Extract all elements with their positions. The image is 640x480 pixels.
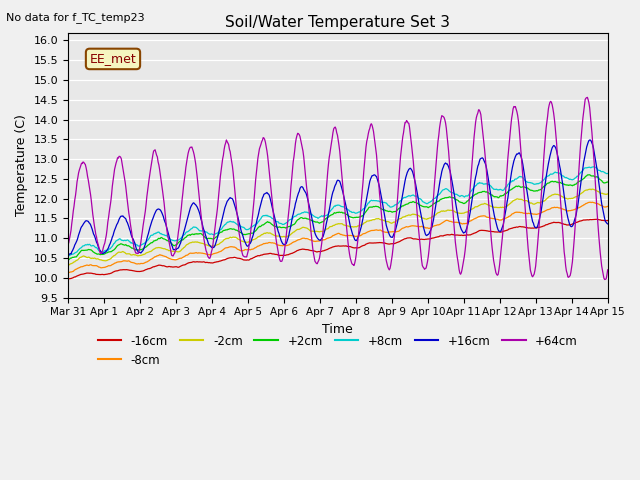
+64cm [584,95,591,100]
Legend: -16cm, -8cm, -2cm, +2cm, +8cm, +16cm, +64cm: -16cm, -8cm, -2cm, +2cm, +8cm, +16cm, +6… [93,330,582,371]
-16cm [129,268,137,274]
+16cm [419,222,427,228]
+16cm [74,235,82,241]
+64cm [184,150,192,156]
-16cm [604,217,612,223]
+8cm [403,194,411,200]
+16cm [64,252,72,258]
-2cm [64,263,72,268]
-2cm [403,213,411,218]
Line: -2cm: -2cm [68,189,608,265]
Title: Soil/Water Temperature Set 3: Soil/Water Temperature Set 3 [225,15,451,30]
+16cm [213,238,221,243]
-16cm [593,216,600,222]
+16cm [184,213,192,219]
+64cm [604,267,612,273]
+16cm [604,221,612,227]
+8cm [184,228,192,234]
-2cm [604,191,612,197]
-16cm [419,237,427,242]
-2cm [213,242,221,248]
-16cm [213,259,221,264]
+64cm [74,175,82,180]
-8cm [129,260,137,265]
+8cm [419,199,427,205]
+8cm [604,170,612,176]
-8cm [403,224,411,230]
+16cm [403,169,411,175]
+2cm [74,252,82,258]
+2cm [419,204,427,209]
+64cm [213,212,221,218]
-8cm [74,265,82,271]
-2cm [129,252,137,257]
Line: +16cm: +16cm [68,140,608,255]
+8cm [589,164,597,169]
X-axis label: Time: Time [323,323,353,336]
Line: +64cm: +64cm [68,97,608,279]
Line: -8cm: -8cm [68,202,608,273]
-16cm [403,235,411,241]
-8cm [587,199,595,205]
+16cm [129,237,137,242]
Line: +2cm: +2cm [68,175,608,260]
-2cm [588,186,596,192]
+8cm [129,240,137,246]
+64cm [129,240,137,246]
+8cm [64,253,72,259]
-8cm [604,204,612,209]
-8cm [64,270,72,276]
+64cm [601,276,609,282]
+64cm [64,242,72,248]
+2cm [64,257,72,263]
Y-axis label: Temperature (C): Temperature (C) [15,114,28,216]
-2cm [74,257,82,263]
-16cm [184,260,192,266]
+64cm [403,119,411,124]
-8cm [213,250,221,256]
+2cm [213,234,221,240]
Line: -16cm: -16cm [68,219,608,279]
+2cm [604,179,612,185]
Text: EE_met: EE_met [90,52,136,65]
+2cm [403,201,411,207]
+2cm [184,232,192,238]
-16cm [74,273,82,278]
+2cm [586,172,593,178]
Line: +8cm: +8cm [68,167,608,256]
+64cm [419,264,427,270]
Text: No data for f_TC_temp23: No data for f_TC_temp23 [6,12,145,23]
+16cm [586,137,593,143]
-8cm [419,224,427,230]
+8cm [213,230,221,236]
-2cm [419,215,427,221]
+8cm [74,248,82,253]
-16cm [64,276,72,282]
-8cm [184,252,192,257]
-2cm [184,241,192,247]
+2cm [129,246,137,252]
